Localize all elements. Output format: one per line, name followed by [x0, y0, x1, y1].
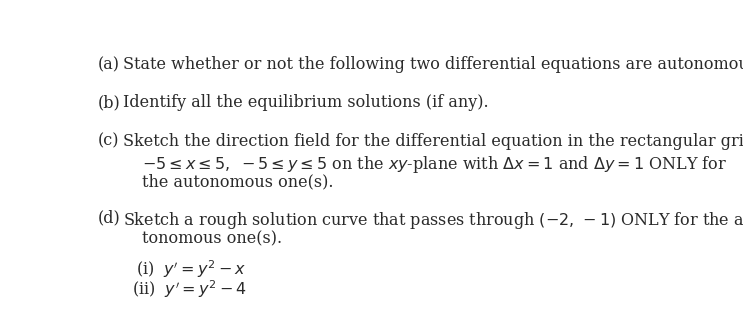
Text: $-5 \leq x \leq 5,\ -5 \leq y \leq 5$ on the $xy$-plane with $\Delta x = 1$ and : $-5 \leq x \leq 5,\ -5 \leq y \leq 5$ on…	[142, 154, 727, 175]
Text: Identify all the equilibrium solutions (if any).: Identify all the equilibrium solutions (…	[123, 94, 488, 111]
Text: (c): (c)	[97, 133, 119, 150]
Text: State whether or not the following two differential equations are autonomous.: State whether or not the following two d…	[123, 56, 743, 73]
Text: (d): (d)	[97, 210, 120, 227]
Text: tonomous one(s).: tonomous one(s).	[142, 230, 282, 247]
Text: (ii)  $y' = y^2 - 4$: (ii) $y' = y^2 - 4$	[132, 278, 247, 299]
Text: Sketch a rough solution curve that passes through $(-2,\,-1)$ ONLY for the au-: Sketch a rough solution curve that passe…	[123, 210, 743, 231]
Text: the autonomous one(s).: the autonomous one(s).	[142, 174, 334, 191]
Text: (a): (a)	[97, 56, 120, 73]
Text: Sketch the direction field for the differential equation in the rectangular grid: Sketch the direction field for the diffe…	[123, 133, 743, 150]
Text: (i)  $y' = y^2 - x$: (i) $y' = y^2 - x$	[136, 258, 246, 280]
Text: (b): (b)	[97, 94, 120, 111]
